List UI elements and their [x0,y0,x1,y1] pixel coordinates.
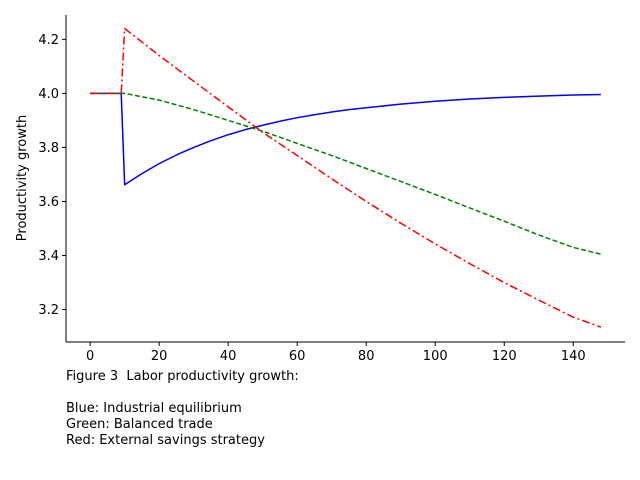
plot-lines [90,27,602,328]
series-line-3 [90,27,602,328]
x-tick-label: 40 [220,349,237,364]
x-tick-label: 140 [561,349,586,364]
y-axis-label: Productivity growth [15,115,30,241]
figure-caption: Figure 3 Labor productivity growth: Blue… [66,369,299,449]
x-tick-label: 100 [423,349,448,364]
x-ticks: 0 20 40 60 80 100 120 140 [86,342,586,364]
y-tick-label: 3.4 [38,249,59,264]
axes [65,15,625,343]
y-tick-label: 4.2 [38,33,59,48]
y-ticks: 3.2 3.4 3.6 3.8 4.0 4.2 [38,33,66,318]
caption-red: Red: External savings strategy [66,433,265,448]
y-tick-label: 3.8 [38,141,59,156]
y-tick-label: 3.6 [38,195,59,210]
series-line-2 [90,92,602,255]
y-tick-label: 4.0 [38,87,59,102]
caption-title: Figure 3 Labor productivity growth: [66,369,299,384]
x-tick-label: 60 [289,349,306,364]
x-tick-label: 0 [86,349,94,364]
caption-spacer [66,385,299,401]
x-tick-label: 80 [358,349,375,364]
x-tick-label: 20 [151,349,168,364]
caption-blue: Blue: Industrial equilibrium [66,401,242,416]
y-tick-label: 3.2 [38,303,59,318]
series-line-1 [90,92,601,186]
x-tick-label: 120 [492,349,517,364]
caption-green: Green: Balanced trade [66,417,213,432]
